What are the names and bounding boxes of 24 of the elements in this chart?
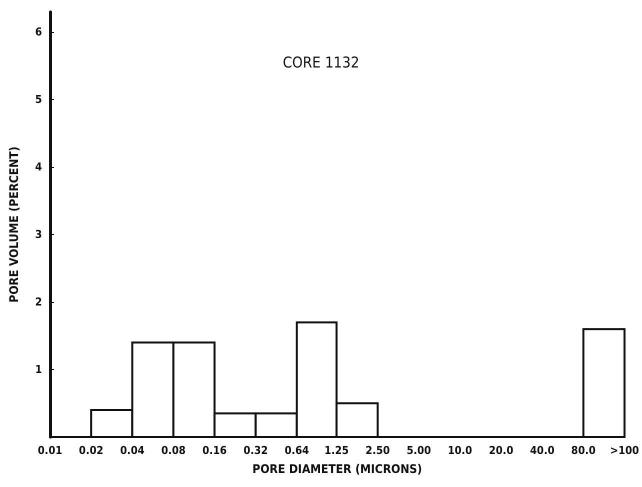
y-tick-label: 3 — [35, 228, 42, 242]
x-tick-label: 80.0 — [571, 444, 596, 457]
x-tick-label: 40.0 — [530, 444, 555, 457]
x-tick-label: 0.64 — [284, 444, 310, 457]
x-tick-label: 0.04 — [120, 444, 145, 457]
text: CORE 1132 — [282, 54, 360, 72]
x-tick-label: 2.50 — [365, 444, 390, 457]
y-tick-label: 2 — [35, 296, 42, 309]
x-tick-label: 0.32 — [243, 444, 268, 457]
y-tick-label: 5 — [35, 93, 42, 106]
x-tick-label: 0.16 — [202, 444, 227, 457]
x-tick-label: 0.01 — [38, 444, 62, 457]
x-tick-label: 1.25 — [324, 444, 349, 457]
y-tick-label: 1 — [35, 363, 42, 376]
x-tick-label: 10.0 — [448, 444, 472, 457]
x-tick-label: 0.02 — [78, 444, 104, 457]
y-tick-label: 6 — [35, 26, 42, 39]
y-axis-title: PORE VOLUME (PERCENT) — [7, 146, 21, 303]
x-tick-label: 5.00 — [406, 444, 432, 457]
x-tick-label: >100 — [610, 444, 640, 457]
y-tick-label: 4 — [35, 160, 42, 174]
x-tick-label: 20.0 — [488, 444, 514, 457]
x-axis-title: PORE DIAMETER (MICRONS) — [252, 462, 422, 476]
x-tick-label: 0.08 — [161, 444, 186, 457]
